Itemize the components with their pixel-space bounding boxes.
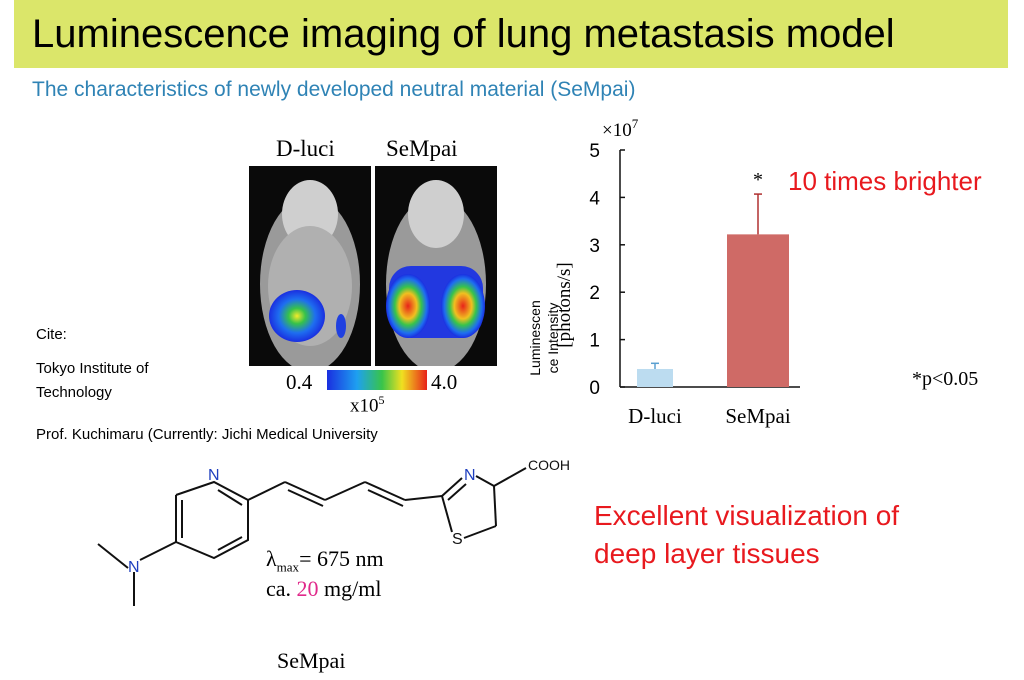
y-tick-label: 2 <box>589 283 600 304</box>
mouse-image-dluci <box>249 166 371 372</box>
bar-sempai <box>727 234 789 387</box>
cooh-group: COOH <box>528 457 570 473</box>
atom-n-amine: N <box>128 559 140 576</box>
molecule-name: SeMpai <box>277 648 346 673</box>
sempai-molecular-structure: N N N S COOH <box>97 457 570 606</box>
y-tick-label: 0 <box>589 378 600 399</box>
visualization-note-line1: Excellent visualization of <box>594 500 900 531</box>
colorbar-scale: x105 <box>350 393 385 417</box>
slide-subtitle: The characteristics of newly developed n… <box>32 78 636 101</box>
luminescence-bar-chart: ×107 [photons/s] Luminescen ce Intensity… <box>527 116 800 428</box>
y-axis-label-line1: Luminescen <box>527 300 543 376</box>
colorbar-max-label: 4.0 <box>431 370 458 394</box>
colorbar <box>327 370 427 390</box>
visualization-note-line2: deep layer tissues <box>594 538 820 569</box>
y-multiplier: ×107 <box>602 116 639 141</box>
atom-n-thiazoline: N <box>464 467 476 484</box>
y-tick-label: 4 <box>589 188 600 209</box>
brighter-note: 10 times brighter <box>788 166 982 196</box>
y-axis-unit: [photons/s] <box>554 262 575 348</box>
mouse-label-sempai: SeMpai <box>386 136 458 161</box>
concentration-text: ca. 20 mg/ml <box>266 576 382 601</box>
mouse-label-dluci: D-luci <box>276 136 335 161</box>
title-bar <box>14 0 1008 68</box>
bar-d-luci <box>637 368 673 387</box>
atom-s: S <box>452 531 463 548</box>
x-tick-label: D-luci <box>628 404 682 428</box>
y-tick-label: 1 <box>589 331 600 352</box>
cite-professor: Prof. Kuchimaru (Currently: Jichi Medica… <box>36 426 378 443</box>
y-tick-label: 3 <box>589 236 600 257</box>
slide-title: Luminescence imaging of lung metastasis … <box>32 12 895 56</box>
p-value-note: *p<0.05 <box>912 368 979 390</box>
y-axis-label-line2: ce Intensity <box>545 303 561 374</box>
colorbar-min-label: 0.4 <box>286 370 313 394</box>
cite-institution-line1: Tokyo Institute of <box>36 360 149 377</box>
significance-marker: * <box>753 169 763 191</box>
lambda-max-text: λmax= 675 nm <box>266 546 384 575</box>
atom-n-ring: N <box>208 467 220 484</box>
mouse-image-sempai <box>375 166 497 372</box>
x-tick-label: SeMpai <box>725 404 790 428</box>
cite-institution-line2: Technology <box>36 384 112 401</box>
cite-label: Cite: <box>36 326 67 343</box>
y-tick-label: 5 <box>589 141 600 162</box>
